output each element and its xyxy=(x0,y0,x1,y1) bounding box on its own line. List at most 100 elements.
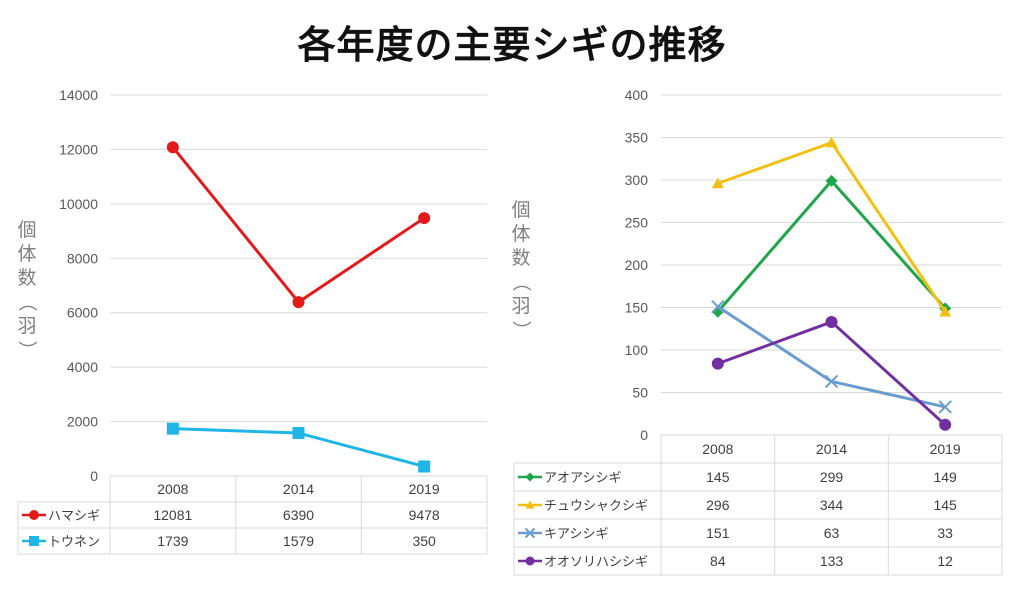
ylabel-char: 数 xyxy=(17,267,37,289)
data-label: 12 xyxy=(937,553,953,569)
ylabel-char: 体 xyxy=(511,223,531,245)
series-0 xyxy=(166,141,431,309)
data-label: 33 xyxy=(937,525,953,541)
series-3 xyxy=(711,315,952,431)
data-label: 9478 xyxy=(409,507,440,523)
data-label: 6390 xyxy=(283,507,314,523)
right-y-axis-label: 個 体 数 （ 羽 ） xyxy=(510,198,532,342)
legend-label: トウネン xyxy=(48,534,100,549)
y-tick-label: 300 xyxy=(625,172,649,188)
ylabel-char: 個 xyxy=(17,219,37,241)
y-tick-label: 12000 xyxy=(59,141,98,157)
legend-marker xyxy=(525,556,535,566)
data-label: 145 xyxy=(706,469,730,485)
legend-marker xyxy=(29,536,39,546)
y-tick-label: 0 xyxy=(640,427,648,443)
series-line xyxy=(716,179,947,313)
y-tick-label: 400 xyxy=(625,87,649,103)
x-category-label: 2014 xyxy=(283,481,314,497)
legend-key xyxy=(22,536,46,546)
data-label: 145 xyxy=(933,497,957,513)
data-point xyxy=(292,427,305,440)
data-point xyxy=(418,460,431,473)
ylabel-char: 数 xyxy=(511,247,531,269)
data-label: 1739 xyxy=(157,533,188,549)
x-category-label: 2019 xyxy=(409,481,440,497)
legend-label: オオソリハシシギ xyxy=(544,554,648,569)
data-point xyxy=(711,177,724,189)
data-point xyxy=(825,174,838,187)
data-point xyxy=(939,418,952,431)
y-tick-label: 150 xyxy=(625,300,649,316)
data-label: 133 xyxy=(820,553,844,569)
data-point xyxy=(825,315,838,328)
data-label: 151 xyxy=(706,525,730,541)
marker-stroke xyxy=(824,374,839,389)
marker-stroke xyxy=(938,400,952,414)
legend-key xyxy=(518,527,542,539)
ylabel-char: 体 xyxy=(17,243,37,265)
legend-key xyxy=(22,510,46,520)
data-label: 149 xyxy=(933,469,957,485)
series-1 xyxy=(711,136,952,317)
data-point xyxy=(711,357,724,370)
legend-label: ハマシギ xyxy=(48,508,100,523)
legend-key xyxy=(518,500,542,509)
legend-label: キアシシギ xyxy=(544,526,608,541)
data-label: 84 xyxy=(710,553,726,569)
data-label: 63 xyxy=(824,525,840,541)
data-point xyxy=(292,296,305,309)
ylabel-char: 羽 xyxy=(17,315,37,337)
data-label: 344 xyxy=(820,497,844,513)
legend-marker xyxy=(29,510,39,520)
y-tick-label: 10000 xyxy=(59,196,98,212)
y-tick-label: 0 xyxy=(90,468,98,484)
data-label: 296 xyxy=(706,497,730,513)
x-category-label: 2019 xyxy=(930,441,961,457)
data-point xyxy=(166,141,179,154)
data-point xyxy=(166,422,179,435)
y-tick-label: 8000 xyxy=(67,250,98,266)
series-0 xyxy=(711,174,952,318)
legend-key xyxy=(518,472,542,482)
x-category-label: 2008 xyxy=(157,481,188,497)
data-label: 350 xyxy=(412,533,436,549)
data-point xyxy=(711,299,725,314)
series-2 xyxy=(711,299,952,414)
data-label: 1579 xyxy=(283,533,314,549)
series-1 xyxy=(166,422,431,473)
data-point xyxy=(825,136,838,148)
series-line xyxy=(171,146,426,304)
x-category-label: 2014 xyxy=(816,441,847,457)
left-y-axis-label: 個 体 数 （ 羽 ） xyxy=(16,218,38,362)
legend-label: アオアシシギ xyxy=(544,470,621,485)
data-point xyxy=(938,400,952,414)
marker-stroke xyxy=(524,527,536,539)
y-tick-label: 2000 xyxy=(67,414,98,430)
left-chart: 0 2000 4000 6000 8000 10000 12000 14000 2008 2014… xyxy=(17,87,488,555)
ylabel-char: 羽 xyxy=(511,295,531,317)
y-tick-label: 350 xyxy=(625,130,649,146)
series-line xyxy=(717,141,947,313)
y-tick-label: 250 xyxy=(625,215,649,231)
y-tick-label: 100 xyxy=(625,342,649,358)
legend-label: チュウシャクシギ xyxy=(544,498,648,513)
ylabel-char: 個 xyxy=(511,199,531,221)
data-label: 12081 xyxy=(153,507,192,523)
data-point xyxy=(824,374,839,389)
data-point xyxy=(418,212,431,225)
x-category-label: 2008 xyxy=(702,441,733,457)
page-title: 各年度の主要シギの推移 xyxy=(297,23,727,67)
y-tick-label: 200 xyxy=(625,257,649,273)
marker-stroke xyxy=(711,299,725,314)
legend-marker xyxy=(525,500,535,509)
legend-marker xyxy=(525,472,535,482)
y-tick-label: 4000 xyxy=(67,359,98,375)
legend-marker xyxy=(524,527,536,539)
y-tick-label: 6000 xyxy=(67,305,98,321)
right-chart: 0 50 100 150 200 250 300 350 400 2008 2014 2019 アオアシ… xyxy=(513,87,1003,576)
data-label: 299 xyxy=(820,469,844,485)
y-tick-label: 14000 xyxy=(59,87,98,103)
legend-key xyxy=(518,556,542,566)
